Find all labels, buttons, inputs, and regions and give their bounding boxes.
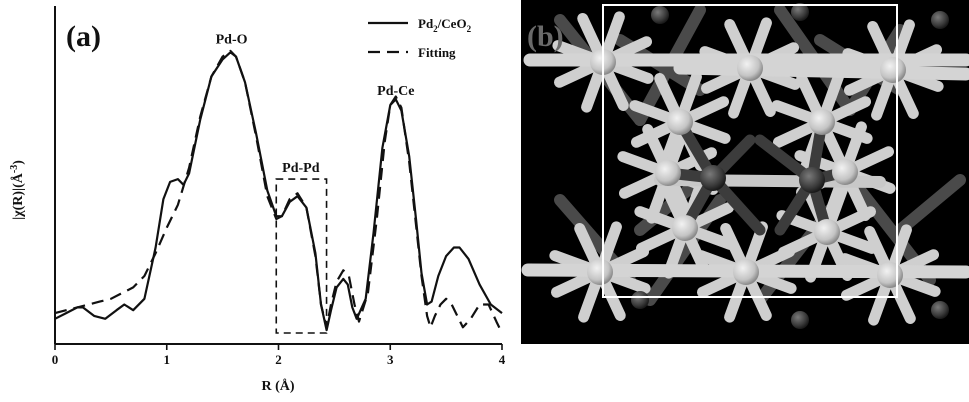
x-ticks: 0 1 2 3 4 bbox=[52, 344, 506, 367]
panel-a-label: (a) bbox=[66, 20, 101, 53]
lattice-atom bbox=[672, 215, 698, 241]
pd-atom bbox=[631, 291, 649, 309]
lattice-atom bbox=[880, 57, 906, 83]
peak-label-pd-pd: Pd-Pd bbox=[282, 161, 320, 176]
x-tick-label: 0 bbox=[52, 352, 59, 367]
legend-label-pd2-ceo2: Pd2/CeO2 bbox=[418, 16, 472, 34]
series-line-pd2-ceo2 bbox=[55, 52, 502, 330]
peak-label-pd-ce: Pd-Ce bbox=[377, 84, 414, 99]
lattice-atom bbox=[737, 55, 763, 81]
pd-atom bbox=[700, 165, 726, 191]
panel-b-structure: (b) bbox=[521, 0, 969, 344]
legend: Pd2/CeO2 Fitting bbox=[368, 16, 472, 60]
lattice-atom bbox=[809, 109, 835, 135]
panel-a: (a) 0 1 2 3 4 Pd-O Pd-Pd Pd-Ce Pd2/CeO2 Fitt… bbox=[9, 6, 506, 394]
x-tick-label: 1 bbox=[164, 352, 171, 367]
legend-label-fitting: Fitting bbox=[418, 45, 456, 60]
bond bbox=[680, 68, 966, 74]
pd-atom bbox=[799, 167, 825, 193]
pd-atom bbox=[931, 301, 949, 319]
peak-label-pd-o: Pd-O bbox=[216, 33, 248, 48]
lattice-atom bbox=[832, 159, 858, 185]
x-axis-label: R (Å) bbox=[261, 378, 294, 394]
lattice-atom bbox=[667, 109, 693, 135]
pd-atom bbox=[791, 311, 809, 329]
y-axis-label: |χ(R)|(Å-3) bbox=[9, 160, 26, 220]
x-tick-label: 3 bbox=[387, 352, 394, 367]
panel-b-label: (b) bbox=[527, 20, 564, 53]
lattice-atom bbox=[587, 259, 613, 285]
lattice-atom bbox=[814, 219, 840, 245]
pd-atom bbox=[651, 6, 669, 24]
x-tick-label: 2 bbox=[275, 352, 282, 367]
lattice-atom bbox=[877, 262, 903, 288]
lattice-atom bbox=[733, 259, 759, 285]
lattice-atom bbox=[655, 160, 681, 186]
x-tick-label: 4 bbox=[499, 352, 506, 367]
pd-atom bbox=[931, 11, 949, 29]
